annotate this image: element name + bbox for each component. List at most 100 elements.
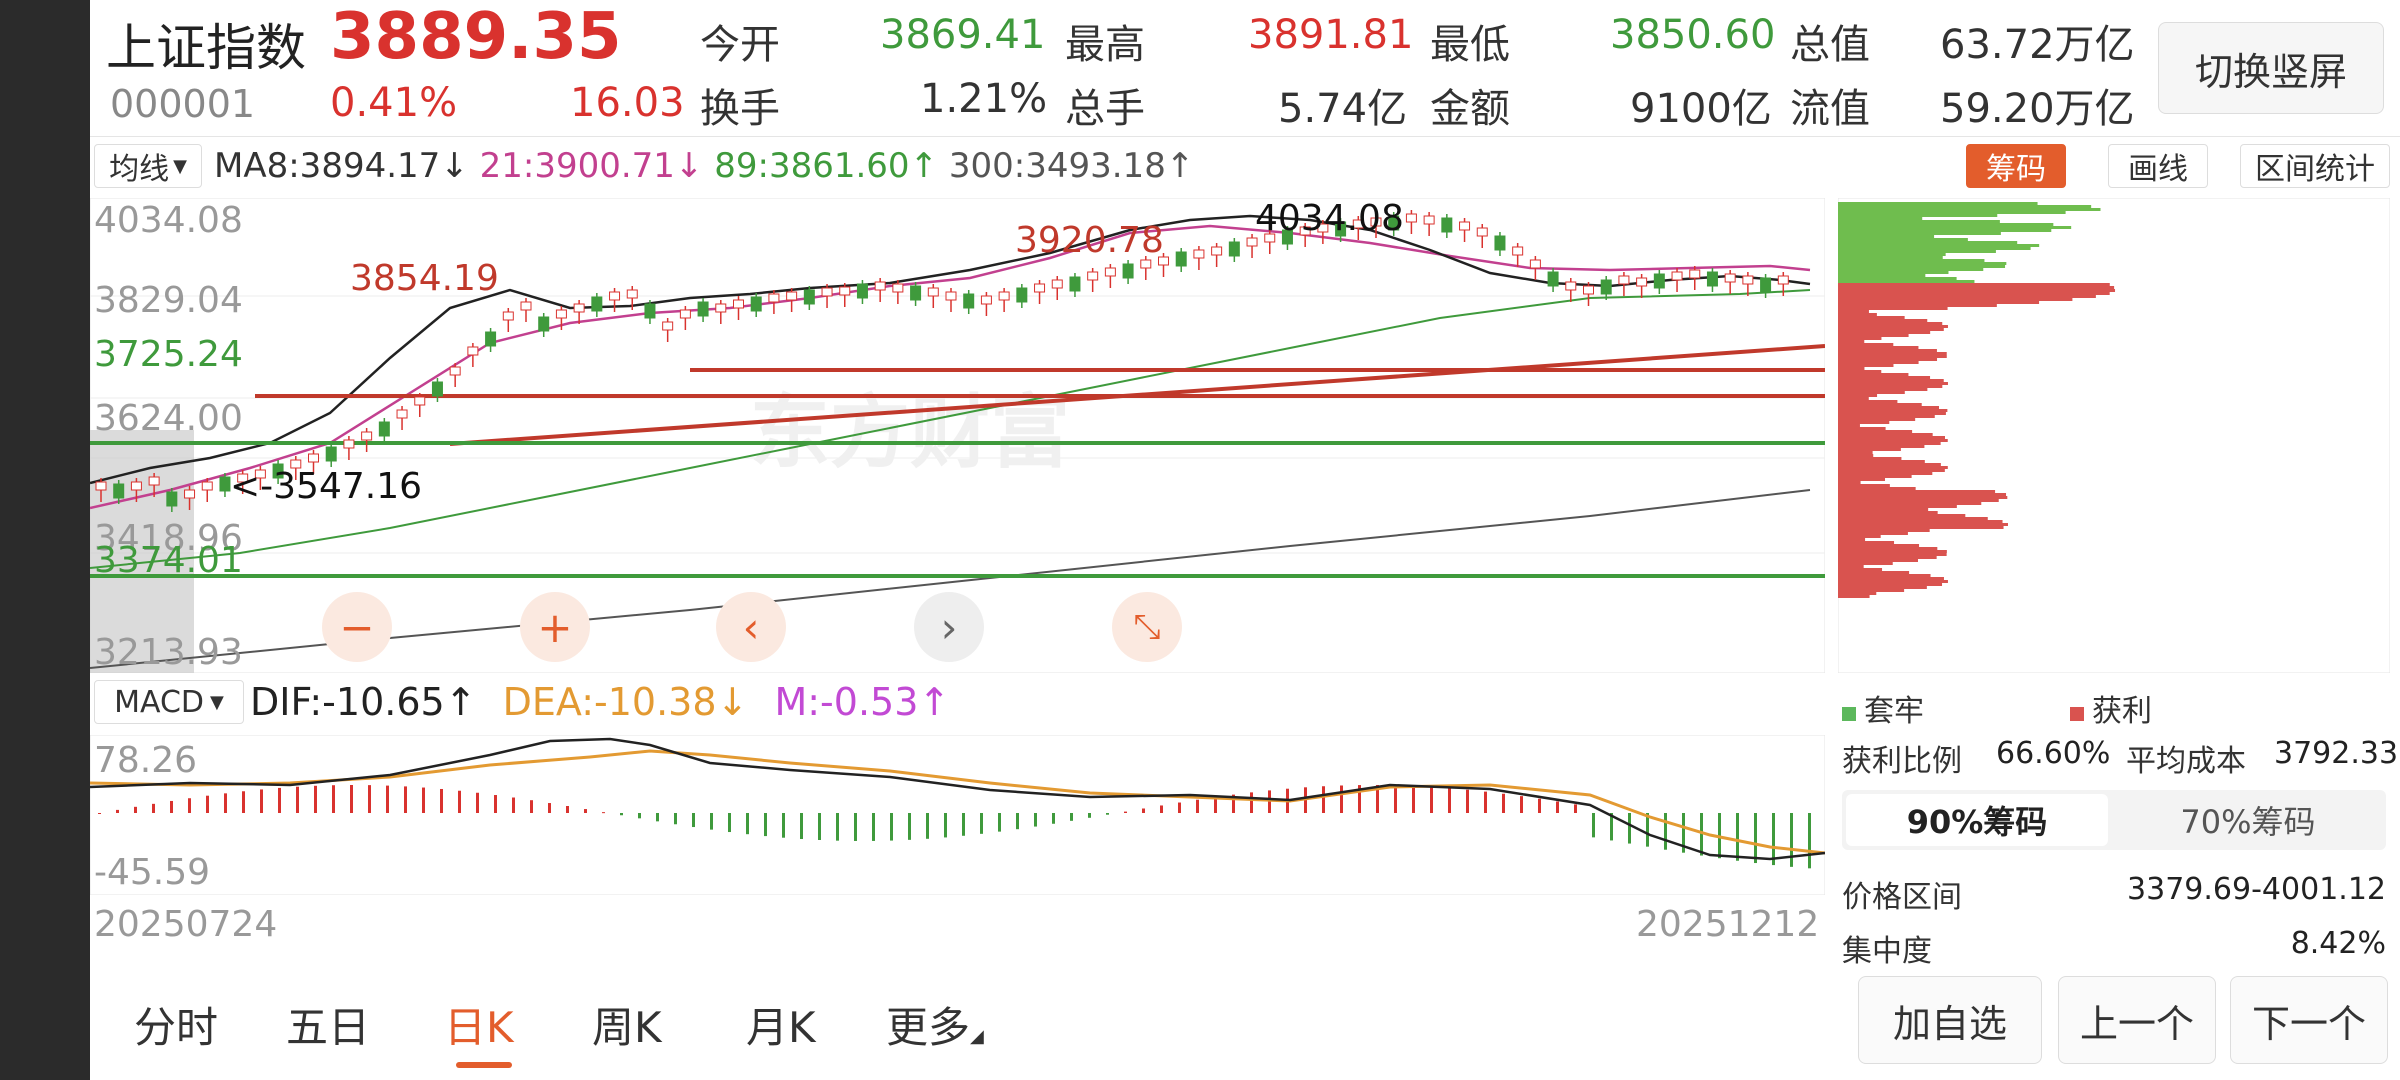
chip-bar-profit <box>1838 352 1947 355</box>
chip-bar-profit <box>1838 367 1865 370</box>
chip-bar-profit <box>1838 478 1886 481</box>
ma89-arrow: ↑ <box>909 146 939 186</box>
macd-bar <box>458 790 461 813</box>
legend-trapped-label: 套牢 <box>1864 694 1924 729</box>
candle <box>166 491 178 507</box>
macd-y-bottom: -45.59 <box>94 852 211 893</box>
change-percent: 0.41% <box>330 80 458 126</box>
chip-bar-profit <box>1838 283 2110 286</box>
ma89-value: 89:3861.60 <box>714 146 910 186</box>
candle <box>1494 235 1506 251</box>
candle <box>927 287 939 297</box>
candle <box>1087 271 1099 281</box>
chip-bar-profit <box>1838 424 1860 427</box>
chip-bar-profit <box>1838 361 1919 364</box>
chip-button[interactable]: 筹码 <box>1966 144 2066 188</box>
chip-bar-profit <box>1838 520 2003 523</box>
macd-bar <box>170 800 173 813</box>
range-stats-button[interactable]: 区间统计 <box>2240 144 2390 188</box>
m-arrow: ↑ <box>918 680 951 724</box>
chip-bar-profit <box>1838 460 1925 463</box>
macd-bar <box>440 788 443 813</box>
macd-bar <box>1358 785 1361 813</box>
zoom-out-button[interactable]: − <box>322 592 392 662</box>
legend-profit: 获利 <box>2070 686 2152 730</box>
macd-bar <box>296 786 299 813</box>
previous-button[interactable]: 上一个 <box>2058 976 2216 1064</box>
candle <box>1281 229 1293 245</box>
pan-right-button[interactable]: › <box>914 592 984 662</box>
chip-bar-profit <box>1838 583 1943 586</box>
macd-bar <box>116 809 119 813</box>
chip-bar-profit <box>1838 532 1908 535</box>
chip-bar-profit <box>1838 502 1982 505</box>
chip-bar-profit <box>1838 316 1905 319</box>
chip-bar-profit <box>1838 376 1931 379</box>
candle <box>290 459 302 469</box>
macd-bar <box>494 795 497 813</box>
candle <box>1423 215 1435 225</box>
tab-monthly[interactable]: 月K <box>746 1003 816 1052</box>
tab-more[interactable]: 更多◢ <box>886 994 984 1055</box>
candle <box>148 476 160 486</box>
macd-selector[interactable]: MACD ▼ <box>94 680 244 724</box>
ma21-value: 21:3900.71 <box>479 146 675 186</box>
macd-bar <box>1646 813 1649 847</box>
tab-daily[interactable]: 日K <box>444 1003 514 1052</box>
chip-bar-profit <box>1838 373 1909 376</box>
legend-trapped-swatch <box>1842 707 1856 721</box>
chip-bar-profit <box>1838 310 1869 313</box>
chip-bar-trapped <box>1838 274 1926 277</box>
macd-bar <box>818 813 821 841</box>
tab-five-day[interactable]: 五日 <box>286 1003 371 1052</box>
draw-line-button[interactable]: 画线 <box>2108 144 2208 188</box>
chip-bar-trapped <box>1838 259 1985 262</box>
macd-bar <box>872 813 875 841</box>
candle <box>910 285 922 301</box>
macd-bar <box>1142 808 1145 813</box>
macd-bar <box>530 800 533 813</box>
dropdown-icon: ▼ <box>173 155 187 177</box>
tab-70-chips[interactable]: 70%筹码 <box>2180 803 2316 841</box>
chip-bar-profit <box>1838 391 1905 394</box>
kline-chart[interactable]: 东方财富 <box>90 198 1825 673</box>
chip-bar-profit <box>1838 355 1947 358</box>
chip-bar-profit <box>1838 364 1894 367</box>
candle <box>963 293 975 309</box>
macd-bar <box>926 813 929 839</box>
ma-selector[interactable]: 均线 ▼ <box>94 144 202 188</box>
chip-bar-profit <box>1838 526 2004 529</box>
macd-bar <box>332 785 335 813</box>
tab-intraday[interactable]: 分时 <box>134 1003 219 1052</box>
candle <box>1388 215 1400 231</box>
tab-weekly[interactable]: 周K <box>592 1003 662 1052</box>
chip-bar-profit <box>1838 523 2008 526</box>
ma21-line <box>90 224 1811 510</box>
pan-left-button[interactable]: ‹ <box>716 592 786 662</box>
macd-bar <box>1772 813 1775 866</box>
candle <box>1335 221 1347 237</box>
macd-chart[interactable] <box>90 735 1825 895</box>
line-label-3854: 3854.19 <box>350 258 499 299</box>
next-button[interactable]: 下一个 <box>2230 976 2388 1064</box>
macd-bar <box>1466 789 1469 813</box>
chip-bar-profit <box>1838 301 2040 304</box>
macd-bar <box>1628 813 1631 844</box>
candle <box>1122 263 1134 279</box>
y-label-bottom: 3213.93 <box>94 632 243 673</box>
candle <box>1051 279 1063 289</box>
stat-label-low: 最低 <box>1430 22 1510 68</box>
add-watchlist-button[interactable]: 加自选 <box>1858 976 2042 1064</box>
tab-90-chips[interactable]: 90%筹码 <box>1846 794 2108 846</box>
reset-zoom-button[interactable]: ⤡ <box>1112 592 1182 662</box>
chip-bar-profit <box>1838 319 1928 322</box>
candle <box>750 296 762 312</box>
macd-bar <box>1250 792 1253 813</box>
macd-bar <box>404 786 407 813</box>
switch-portrait-button[interactable]: 切换竖屏 <box>2158 22 2384 114</box>
chip-bar-profit <box>1838 577 1944 580</box>
chip-bar-profit <box>1838 556 1937 559</box>
chip-bar-profit <box>1838 289 2116 292</box>
macd-bar <box>422 787 425 813</box>
zoom-in-button[interactable]: + <box>520 592 590 662</box>
